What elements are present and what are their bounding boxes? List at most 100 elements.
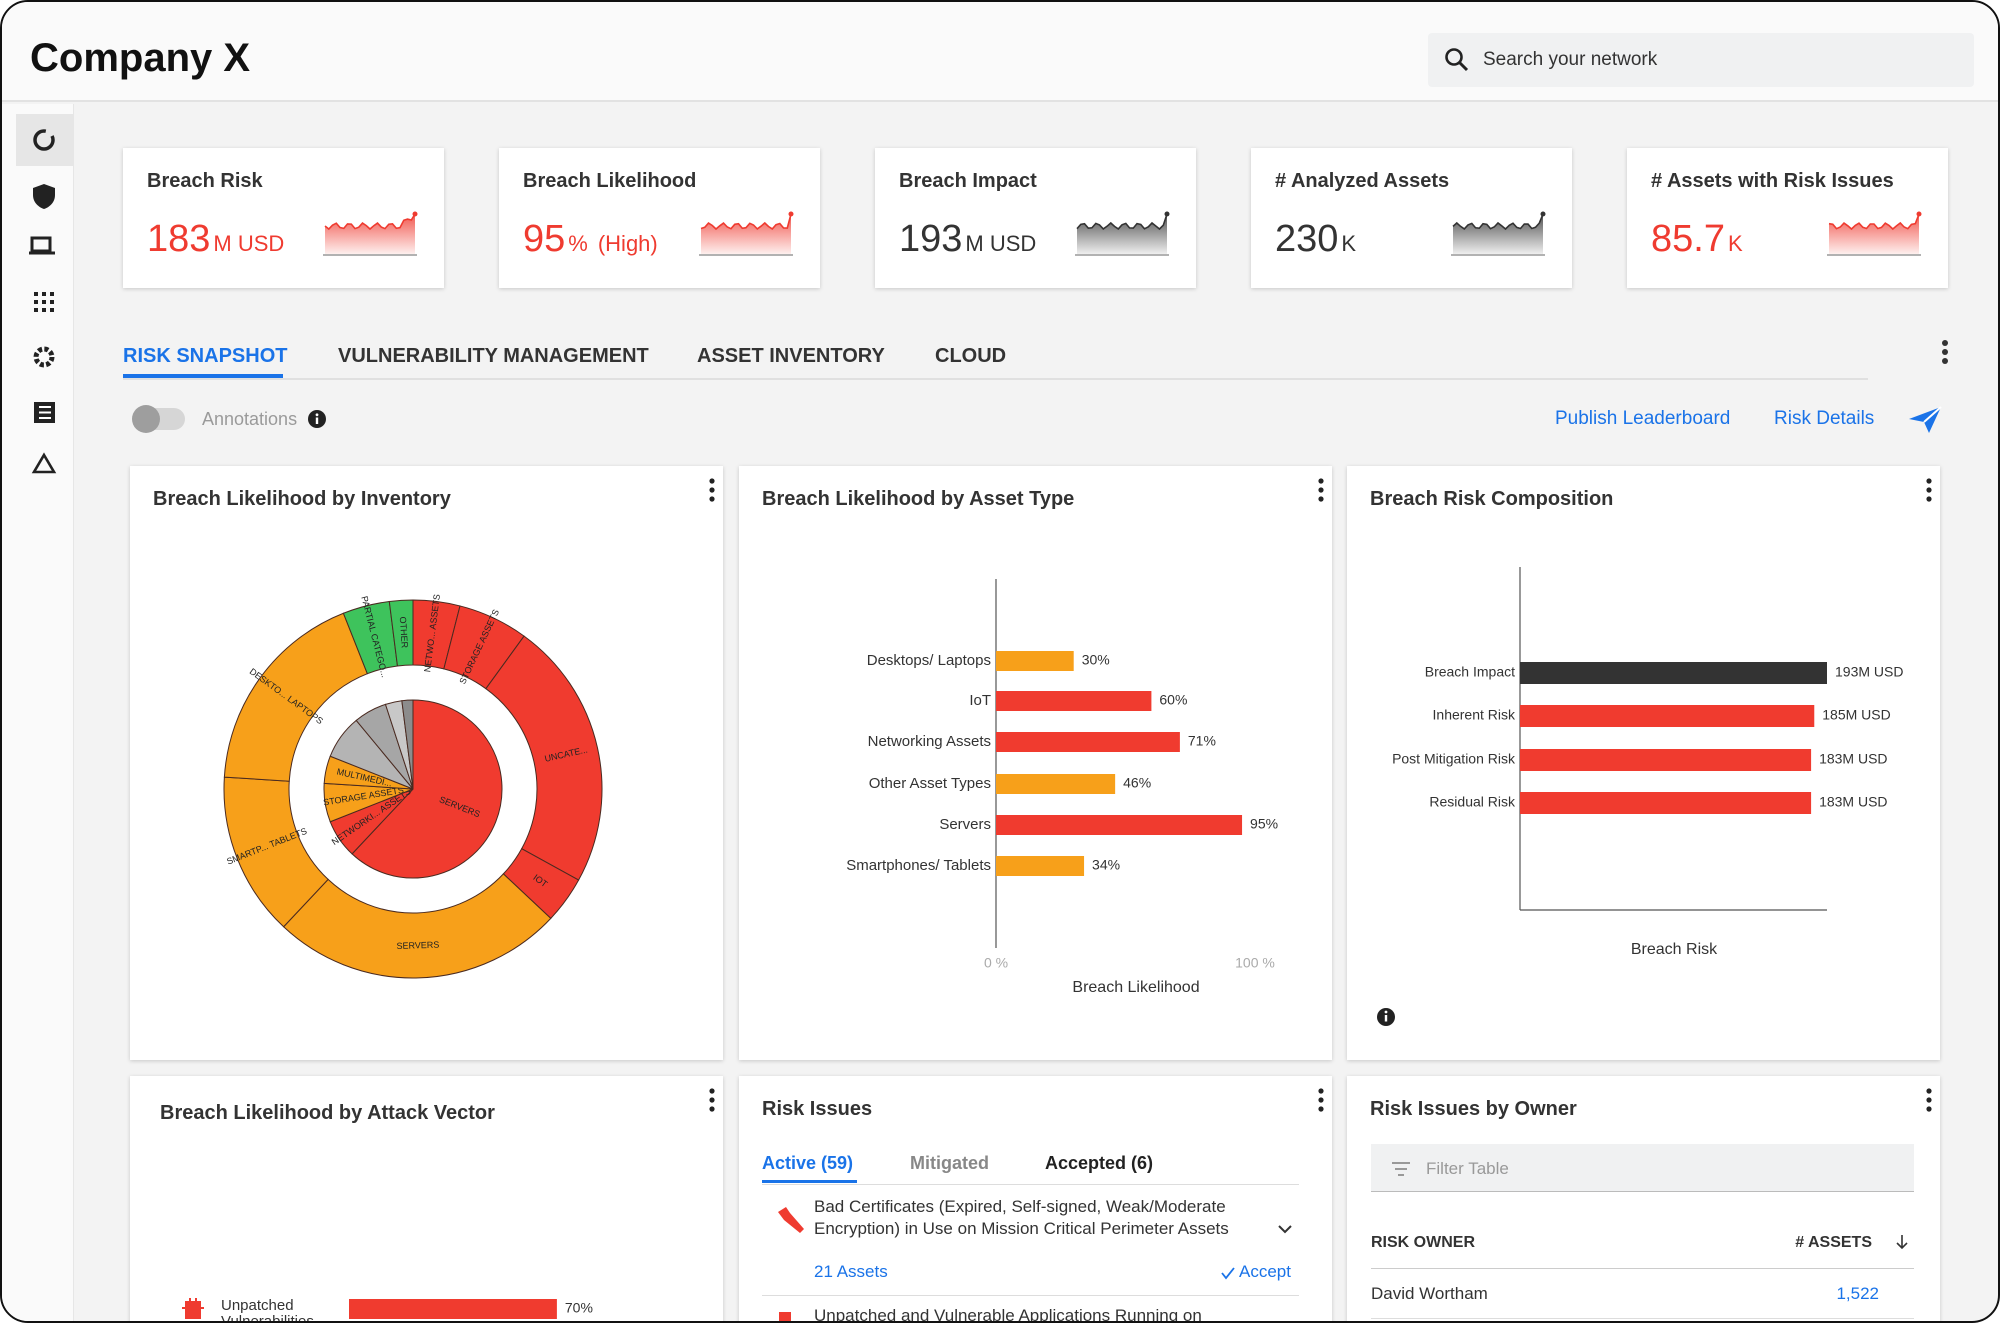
icon-devices[interactable] (29, 236, 55, 255)
widget-title: Breach Likelihood by Asset Type (762, 488, 1075, 510)
menu-dot (1926, 478, 1932, 484)
tab[interactable]: RISK SNAPSHOT (123, 345, 288, 367)
kpi-title: Breach Impact (899, 170, 1037, 192)
sparkline-area (1077, 214, 1167, 254)
kpi-value-row: 85.7 K (1651, 218, 1743, 261)
icon-alerts[interactable] (31, 452, 57, 474)
widget-menu[interactable] (1318, 1088, 1324, 1112)
send-icon[interactable] (1907, 405, 1943, 435)
tab[interactable]: CLOUD (935, 345, 1007, 367)
issue-divider (762, 1295, 1299, 1296)
issue-tab-indicator (762, 1180, 857, 1183)
search-placeholder: Search your network (1483, 49, 1658, 70)
sidebar-icons (29, 129, 57, 474)
risk-details-link[interactable]: Risk Details (1774, 408, 1875, 429)
widget-card: Breach Risk Composition (1347, 466, 1940, 1060)
menu-dot (1926, 487, 1932, 493)
menu-dot (709, 1106, 715, 1112)
tabs-menu[interactable] (1940, 338, 1950, 368)
sparkline-end (1916, 211, 1922, 217)
icon-apps[interactable] (34, 292, 54, 312)
table-divider (1371, 1318, 1914, 1319)
menu-dot (709, 487, 715, 493)
kpi-value: 183 (147, 218, 211, 260)
sparkline-line (700, 213, 792, 231)
filter-placeholder: Filter Table (1426, 1159, 1509, 1178)
column-header[interactable]: # ASSETS (1795, 1234, 1872, 1251)
kpi-title: # Analyzed Assets (1275, 170, 1450, 192)
kpi-title: Breach Risk (147, 170, 263, 192)
menu-dot (1318, 1088, 1324, 1094)
widget-title: Breach Likelihood by Attack Vector (160, 1102, 495, 1124)
kpi-value: 85.7 (1651, 218, 1725, 260)
sparkline-area (701, 214, 791, 254)
search-icon (1445, 48, 1469, 72)
icon-settings[interactable] (33, 346, 55, 368)
issue-tab[interactable]: Active (59) (762, 1153, 854, 1173)
column-header: RISK OWNER (1371, 1234, 1475, 1251)
kpi-value: 193 (899, 218, 963, 260)
sparkline-line (1076, 213, 1168, 231)
menu-dot (1318, 487, 1324, 493)
kpi-card: # Assets with Risk Issues 85.7 K (1627, 148, 1948, 288)
kpi-unit: M USD (213, 231, 285, 256)
toggle-knob (132, 405, 160, 433)
kpi-note: (High) (597, 231, 658, 256)
category-label: Unpatched Vulnerabilities (221, 1297, 314, 1323)
widget-title: Breach Risk Composition (1370, 488, 1614, 510)
menu-dot (1318, 1097, 1324, 1103)
kpi-title: Breach Likelihood (523, 170, 697, 192)
sparkline-area (325, 214, 415, 254)
icon-security[interactable] (33, 184, 55, 209)
search-box[interactable]: Search your network (1428, 33, 1974, 87)
kpi-value-row: 230 K (1275, 218, 1356, 261)
table-divider (1371, 1268, 1914, 1269)
issue-tab[interactable]: Accepted (6) (1045, 1153, 1154, 1173)
sparkline (699, 211, 794, 256)
tab-indicator (123, 374, 283, 378)
widget-menu[interactable] (709, 1088, 715, 1112)
widget-card: Risk Issues by Owner (1347, 1076, 1940, 1321)
filter-box[interactable]: Filter Table (1371, 1144, 1914, 1192)
table-cell: David Wortham (1371, 1284, 1488, 1303)
menu-dot (709, 478, 715, 484)
widget-menu[interactable] (709, 478, 715, 502)
menu-dot (1318, 1106, 1324, 1112)
kpi-value-row: 193 M USD (899, 218, 1036, 261)
tab[interactable]: ASSET INVENTORY (697, 345, 885, 367)
sidebar (2, 104, 74, 1321)
kpi-title: # Assets with Risk Issues (1651, 170, 1894, 192)
kpi-unit: K (1341, 231, 1357, 256)
sparkline-end (1164, 211, 1170, 217)
tab[interactable]: VULNERABILITY MANAGEMENT (338, 345, 649, 367)
issue-text: Bad Certificates (Expired, Self-signed, … (814, 1197, 1229, 1238)
kpi-card: Breach Likelihood 95% (High) (499, 148, 820, 288)
widget-menu[interactable] (1926, 478, 1932, 502)
kpi-value: 230 (1275, 218, 1339, 260)
widget-card: Breach Likelihood by Asset Type (739, 466, 1332, 1060)
sparkline (1451, 211, 1546, 256)
kpi-card: Breach Impact 193 M USD (875, 148, 1196, 288)
sparkline (1827, 211, 1922, 256)
icon-overview[interactable] (33, 129, 55, 151)
issue-accept[interactable]: Accept (1239, 1262, 1291, 1281)
menu-dot (1926, 1088, 1932, 1094)
widget-menu[interactable] (1318, 478, 1324, 502)
icon-list-lines (39, 406, 51, 419)
sparkline (323, 211, 418, 256)
info-icon[interactable] (307, 409, 327, 429)
table-cell[interactable]: 1,522 (1836, 1284, 1879, 1303)
menu-dot (1926, 1106, 1932, 1112)
issue-divider (762, 1184, 1299, 1185)
issue-assets[interactable]: 21 Assets (814, 1262, 888, 1281)
sparkline-area (1453, 214, 1543, 254)
toggle-label: Annotations (202, 409, 298, 429)
publish-leaderboard-link[interactable]: Publish Leaderboard (1555, 408, 1731, 429)
issue-tab[interactable]: Mitigated (910, 1153, 989, 1173)
menu-dot (709, 1097, 715, 1103)
kpi-unit: M USD (965, 231, 1037, 256)
widget-menu[interactable] (1926, 1088, 1932, 1112)
